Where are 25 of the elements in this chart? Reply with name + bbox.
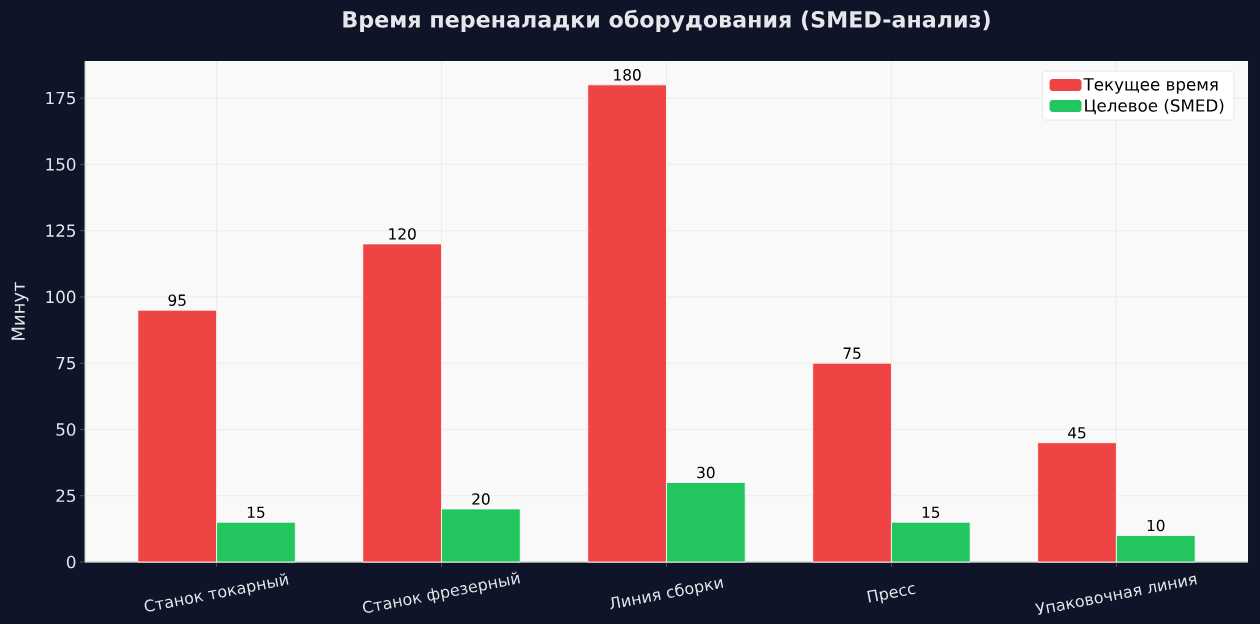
y-tick-label: 75 — [56, 356, 76, 370]
y-tick-label: 150 — [46, 158, 76, 171]
legend-label: Текущее время — [1083, 78, 1218, 94]
y-tick-label: 175 — [46, 91, 76, 105]
data-label: 95 — [168, 294, 186, 306]
data-label: 10 — [1147, 519, 1165, 532]
y-axis-title: Минут — [11, 281, 29, 340]
legend-label: Целевое (SMED) — [1085, 98, 1224, 115]
x-tick-label: Линия сборки — [610, 579, 724, 610]
x-tick-label: Пресс — [867, 585, 916, 604]
data-label: 180 — [614, 69, 641, 81]
chart-title: Время переналадки оборудования (SMED-анализ) — [343, 9, 990, 33]
y-tick-label: 125 — [46, 224, 76, 237]
y-tick-label: 25 — [56, 489, 76, 503]
data-label: 30 — [697, 466, 715, 479]
data-label: 120 — [389, 228, 416, 240]
data-label: 20 — [472, 493, 490, 505]
x-tick-label: Станок токарный — [144, 572, 289, 612]
data-label: 45 — [1068, 427, 1086, 439]
data-label: 75 — [843, 347, 861, 359]
y-tick-label: 100 — [46, 290, 76, 304]
data-label: 15 — [247, 506, 265, 519]
data-label: 15 — [922, 506, 940, 519]
y-tick-label: 0 — [66, 555, 76, 569]
y-tick-label: 50 — [56, 423, 76, 436]
